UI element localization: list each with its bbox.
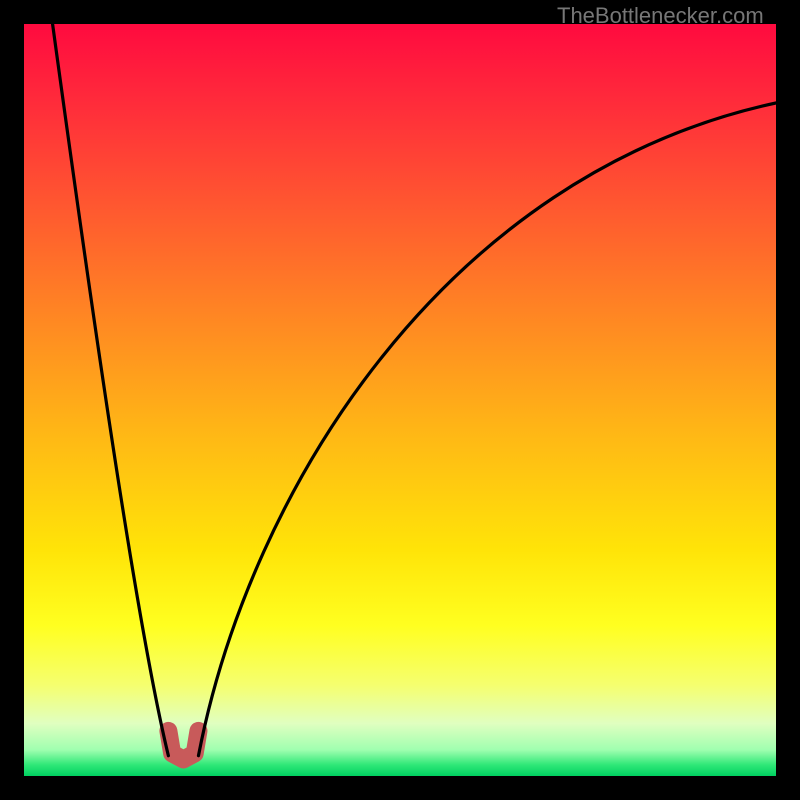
curve-left-branch bbox=[53, 24, 169, 756]
plot-area bbox=[24, 24, 776, 776]
bottleneck-curve bbox=[24, 24, 776, 776]
curve-right-branch bbox=[198, 103, 776, 756]
watermark-text: TheBottlenecker.com bbox=[557, 3, 764, 29]
dip-marker bbox=[168, 731, 198, 760]
chart-frame: TheBottlenecker.com bbox=[0, 0, 800, 800]
